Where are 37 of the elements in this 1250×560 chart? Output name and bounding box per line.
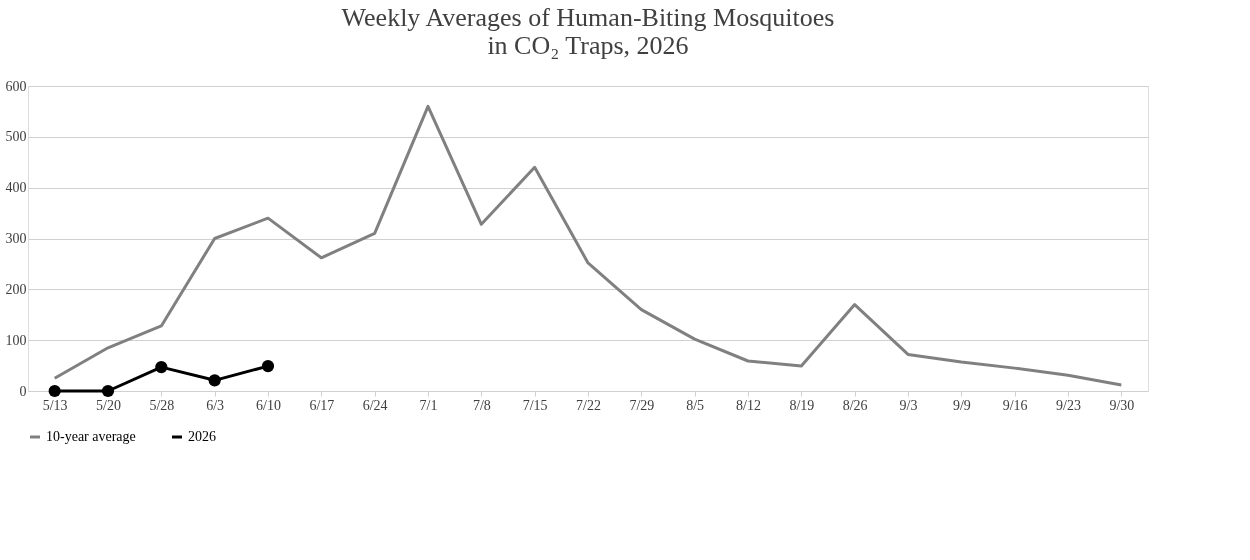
x-tick-label: 7/1: [419, 397, 438, 413]
x-tick-label: 5/13: [42, 397, 68, 413]
x-tick-label: 8/5: [686, 397, 705, 413]
x-tick-label: 9/16: [1002, 397, 1028, 413]
point: [261, 359, 275, 373]
x-tick-label: 8/19: [789, 397, 815, 413]
y-tick-label: 200: [5, 281, 27, 297]
x-tick-label: 5/28: [149, 397, 175, 413]
point: [48, 384, 61, 398]
x-tick-label: 6/10: [256, 397, 281, 413]
x-tick-label: 6/3: [206, 397, 225, 413]
y-tick-label: 600: [5, 78, 27, 94]
y-tick-label: 0: [19, 383, 27, 399]
y-tick-label: 300: [5, 231, 27, 246]
x-tick-label: 8/26: [842, 397, 868, 413]
line-series: [53, 104, 1123, 387]
x-tick-label: 7/8: [472, 397, 491, 413]
x-tick-label: 6/24: [362, 397, 388, 413]
y-tick-label: 100: [5, 332, 27, 348]
x-tick-label: 7/22: [576, 397, 601, 413]
x-tick-label: 9/9: [952, 397, 971, 413]
chart-title: Weekly Averages of Human-Biting Mosquitoes in CO₂ Traps, 2026: [341, 3, 835, 60]
x-tick-label: 9/23: [1056, 397, 1081, 413]
point: [101, 384, 115, 398]
x-tick-label: 7/15: [522, 397, 548, 413]
x-tick-label: 9/3: [899, 397, 918, 413]
x-tick-label: 8/12: [736, 397, 761, 413]
y-tick-label: 400: [5, 180, 27, 196]
x-tick-label: 5/20: [96, 397, 121, 413]
point: [155, 361, 168, 374]
x-tick-label: 6/17: [309, 397, 335, 413]
legend-label: 2026: [188, 429, 216, 444]
y-tick-label: 500: [5, 129, 27, 145]
point: [208, 374, 221, 387]
x-tick-label: 7/29: [629, 397, 655, 413]
legend-label: 10-year average: [46, 429, 136, 444]
x-tick-label: 9/30: [1109, 397, 1135, 413]
